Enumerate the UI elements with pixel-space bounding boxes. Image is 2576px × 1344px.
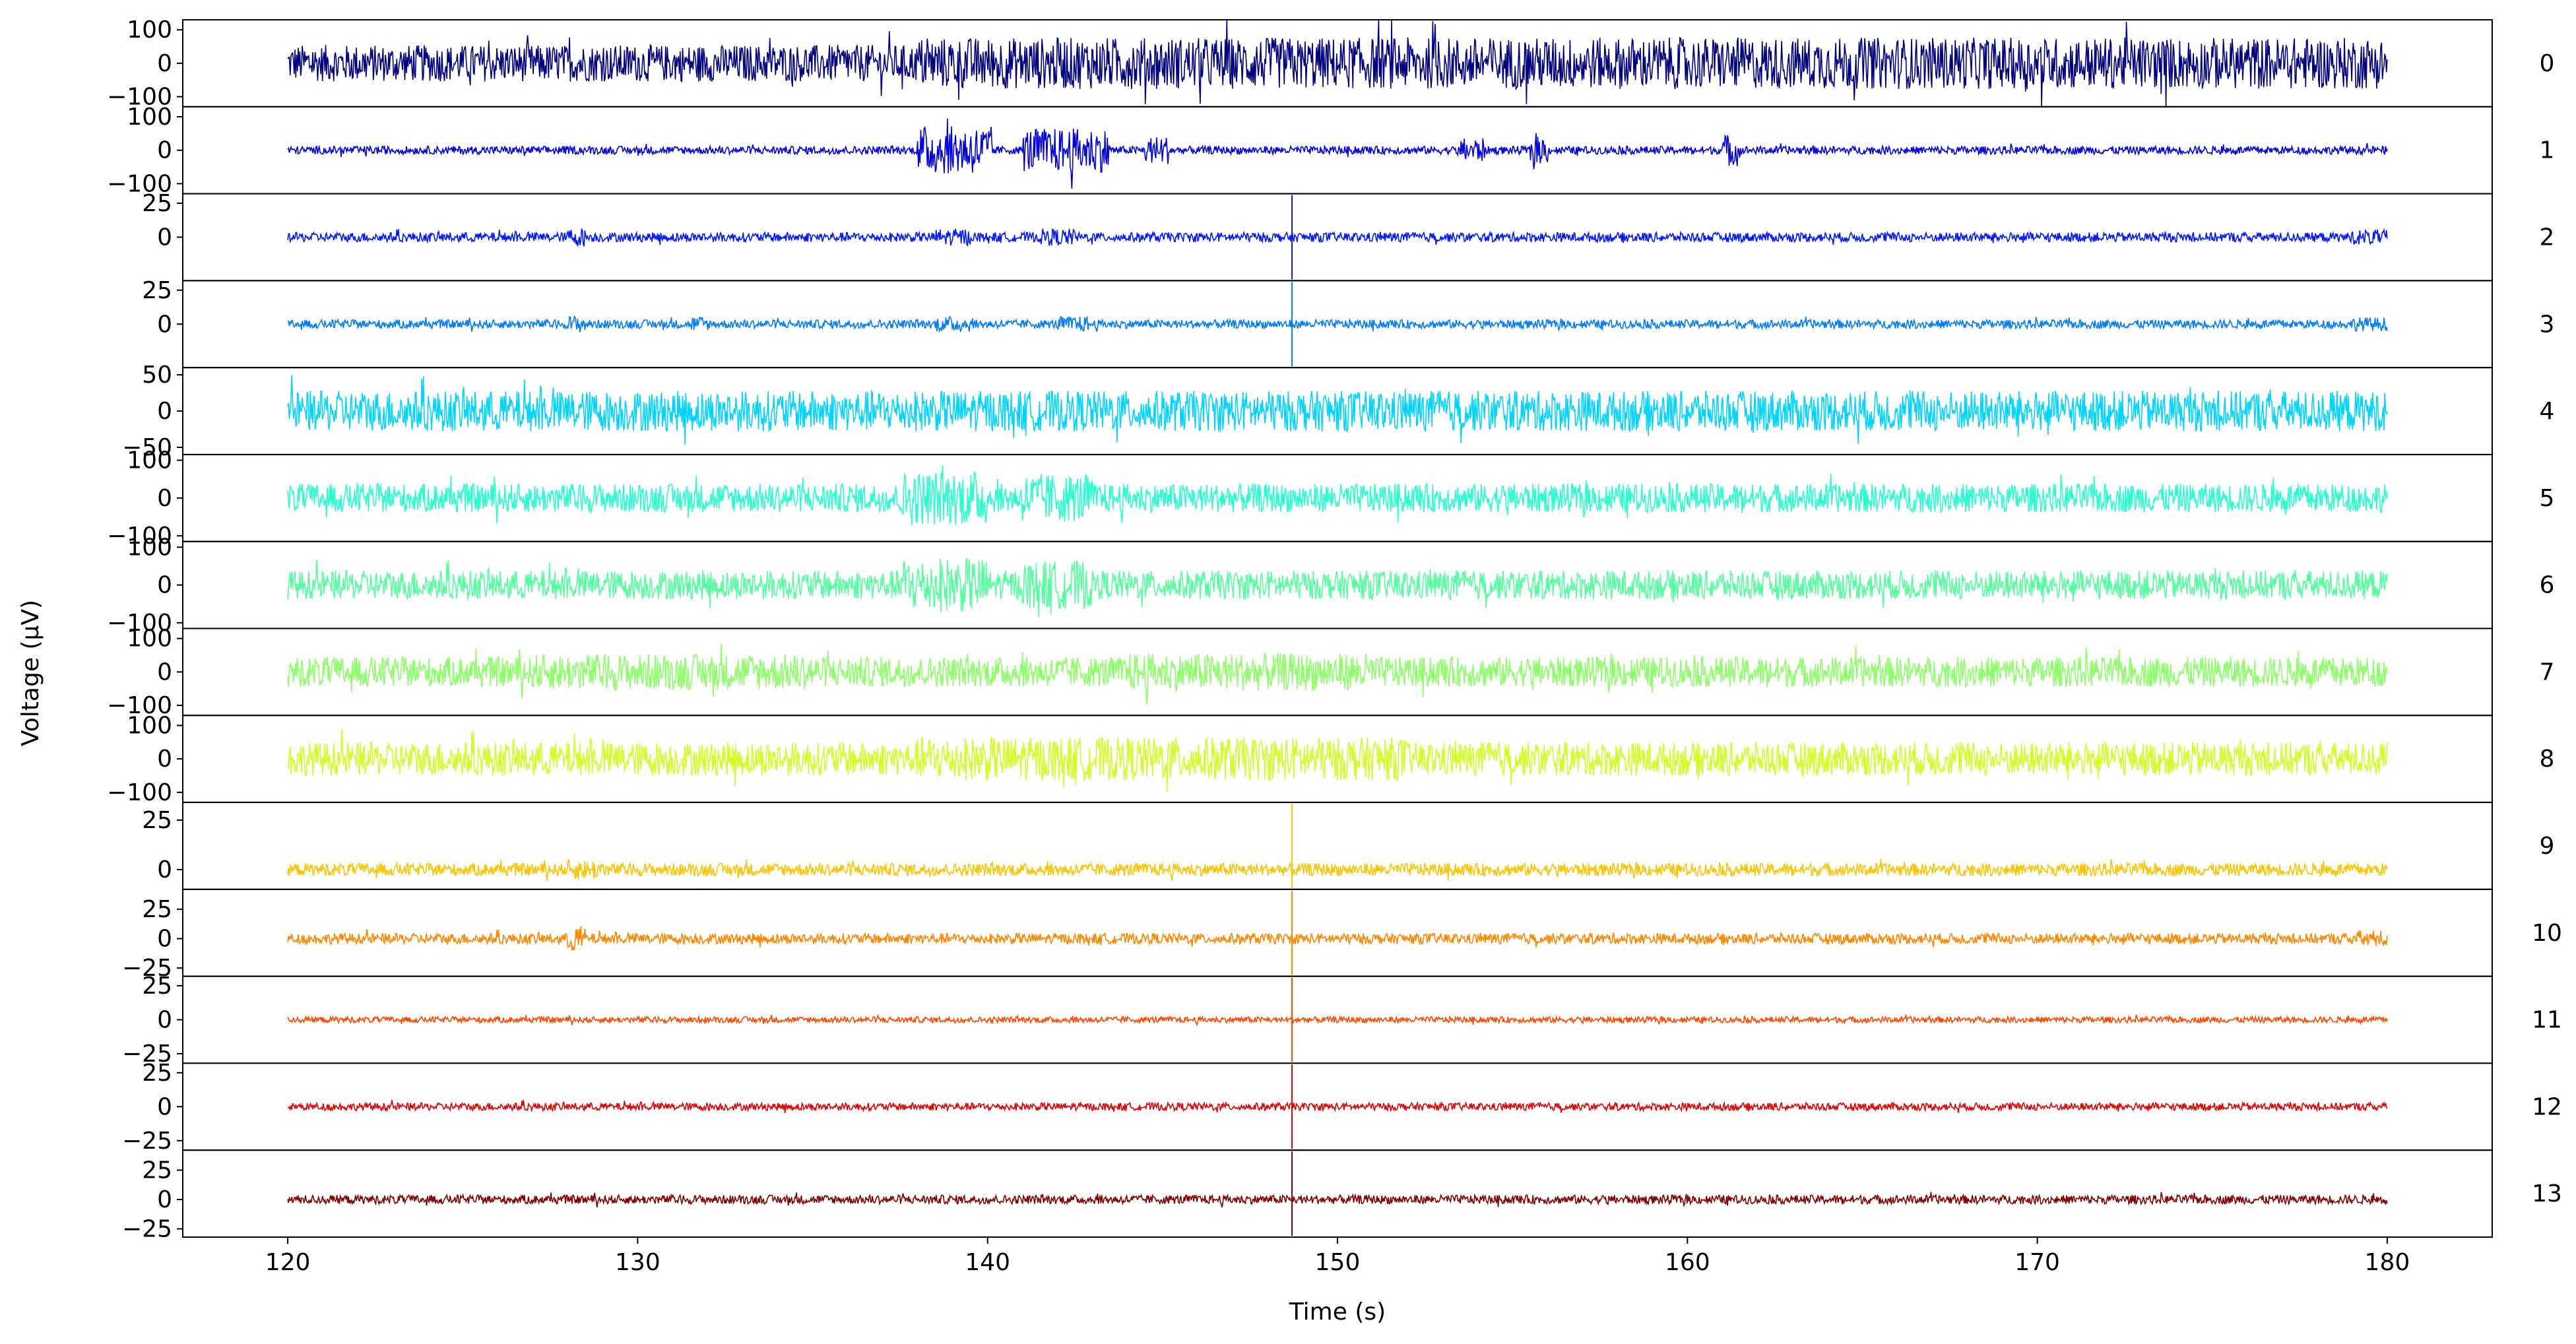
y-tick-label: 25 — [142, 896, 172, 923]
channel-panel: −250 25 10 — [122, 888, 2562, 982]
x-tick-label: 170 — [2014, 1249, 2060, 1276]
x-tick-label: 150 — [1315, 1249, 1361, 1276]
y-tick-label: 100 — [127, 712, 172, 739]
y-tick-label: 0 — [157, 746, 172, 773]
x-tick-label: 180 — [2365, 1249, 2410, 1276]
channel-label: 4 — [2540, 398, 2555, 425]
channel-label: 7 — [2540, 658, 2555, 686]
channel-label: 10 — [2532, 920, 2562, 947]
y-tick-label: 0 — [157, 398, 172, 425]
y-tick-label: 0 — [157, 1007, 172, 1034]
y-tick-label: −100 — [107, 170, 172, 197]
channel-panel: −100 0 100 1 — [107, 104, 2554, 197]
y-tick-label: −100 — [107, 84, 172, 111]
y-tick-label: −100 — [107, 610, 172, 637]
y-tick-label: 25 — [142, 1157, 172, 1184]
y-tick-label: −25 — [122, 955, 172, 982]
y-tick-label: 0 — [157, 856, 172, 883]
y-tick-label: −50 — [122, 434, 172, 461]
x-tick-label: 140 — [965, 1249, 1010, 1276]
signal-trace-ch7 — [287, 643, 2388, 705]
y-axis-label: Voltage (µV) — [17, 600, 44, 746]
signal-trace-ch3 — [287, 315, 2388, 333]
channel-panel: 0 25 9 — [142, 802, 2555, 890]
y-tick-label: 25 — [142, 190, 172, 217]
channel-label: 5 — [2540, 485, 2555, 512]
signal-trace-ch11 — [287, 1013, 2388, 1027]
y-tick-label: 100 — [127, 625, 172, 653]
channel-panel: −100 0 100 6 — [107, 534, 2554, 637]
channel-panel: −100 0 100 7 — [107, 625, 2554, 719]
y-tick-label: 50 — [142, 362, 172, 389]
channel-panel: 0 25 2 — [142, 190, 2555, 282]
channel-panel: −25 0 25 11 — [122, 973, 2562, 1068]
y-tick-label: 0 — [157, 926, 172, 953]
x-tick-label: 120 — [265, 1249, 311, 1276]
signal-trace-ch1 — [287, 118, 2388, 189]
channel-label: 1 — [2540, 137, 2555, 164]
signal-trace-ch4 — [287, 375, 2388, 445]
channel-panel: −100 0 100 8 — [107, 712, 2554, 806]
channel-panel: −100 0 100 5 — [107, 447, 2554, 550]
signal-trace-ch9 — [287, 858, 2388, 881]
channel-label: 11 — [2532, 1007, 2562, 1034]
y-tick-label: 0 — [157, 311, 172, 338]
signal-trace-ch6 — [287, 558, 2388, 618]
channel-label: 2 — [2540, 224, 2555, 251]
y-tick-label: 25 — [142, 807, 172, 834]
y-tick-label: −100 — [107, 692, 172, 719]
channel-label: 0 — [2540, 50, 2555, 77]
x-tick-label: 160 — [1665, 1249, 1710, 1276]
channel-panel: −50 0 50 4 — [122, 362, 2554, 461]
x-tick-label: 130 — [615, 1249, 660, 1276]
y-tick-label: 100 — [127, 104, 172, 131]
signal-trace-ch12 — [287, 1099, 2388, 1113]
x-axis-label: Time (s) — [1289, 1298, 1386, 1326]
channel-panel: −25 025 13 — [122, 1149, 2562, 1243]
channel-label: 6 — [2540, 572, 2555, 599]
channel-panel: −100 0 100 0 — [107, 16, 2554, 110]
panel-frame — [182, 802, 2493, 890]
channel-panel: 0 25 3 — [142, 277, 2555, 369]
y-tick-label: 25 — [142, 277, 172, 304]
channel-label: 9 — [2540, 833, 2555, 860]
y-tick-label: 25 — [142, 973, 172, 1000]
signal-trace-ch8 — [287, 729, 2388, 792]
y-tick-label: 100 — [127, 16, 172, 44]
channel-label: 3 — [2540, 311, 2555, 338]
channel-panel: −25 0 25 12 — [122, 1060, 2562, 1155]
channel-label: 13 — [2532, 1180, 2562, 1207]
y-tick-label: 0 — [157, 224, 172, 251]
y-tick-label: 0 — [157, 50, 172, 77]
y-tick-label: 0 — [157, 137, 172, 164]
y-tick-label: 0 — [157, 572, 172, 599]
channel-label: 8 — [2540, 746, 2555, 773]
y-tick-label: 0 — [157, 1093, 172, 1120]
panel-frame — [182, 888, 2493, 977]
channel-panels: −10001000−1000100102520253−500504−100010… — [107, 16, 2562, 1242]
y-tick-label: −100 — [107, 779, 172, 806]
y-tick-label: −25 — [122, 1216, 172, 1243]
signal-trace-ch0 — [287, 20, 2388, 107]
y-tick-label: 0 — [157, 485, 172, 512]
signal-trace-ch10 — [287, 926, 2388, 951]
y-tick-label: −100 — [107, 523, 172, 550]
y-tick-label: 25 — [142, 1060, 172, 1087]
panel-frame — [182, 1149, 2493, 1238]
signal-trace-ch2 — [287, 228, 2388, 247]
channel-label: 12 — [2532, 1093, 2562, 1120]
y-tick-label: −25 — [122, 1040, 172, 1068]
y-tick-label: 100 — [127, 534, 172, 561]
y-tick-label: 100 — [127, 447, 172, 474]
y-tick-label: 0 — [157, 658, 172, 686]
y-tick-label: 0 — [157, 1186, 172, 1213]
signal-trace-ch13 — [287, 1192, 2388, 1208]
signal-trace-ch5 — [287, 465, 2388, 525]
y-tick-label: −25 — [122, 1128, 172, 1155]
x-axis: 120 130 140 150 160 170 180 — [265, 1237, 2410, 1276]
